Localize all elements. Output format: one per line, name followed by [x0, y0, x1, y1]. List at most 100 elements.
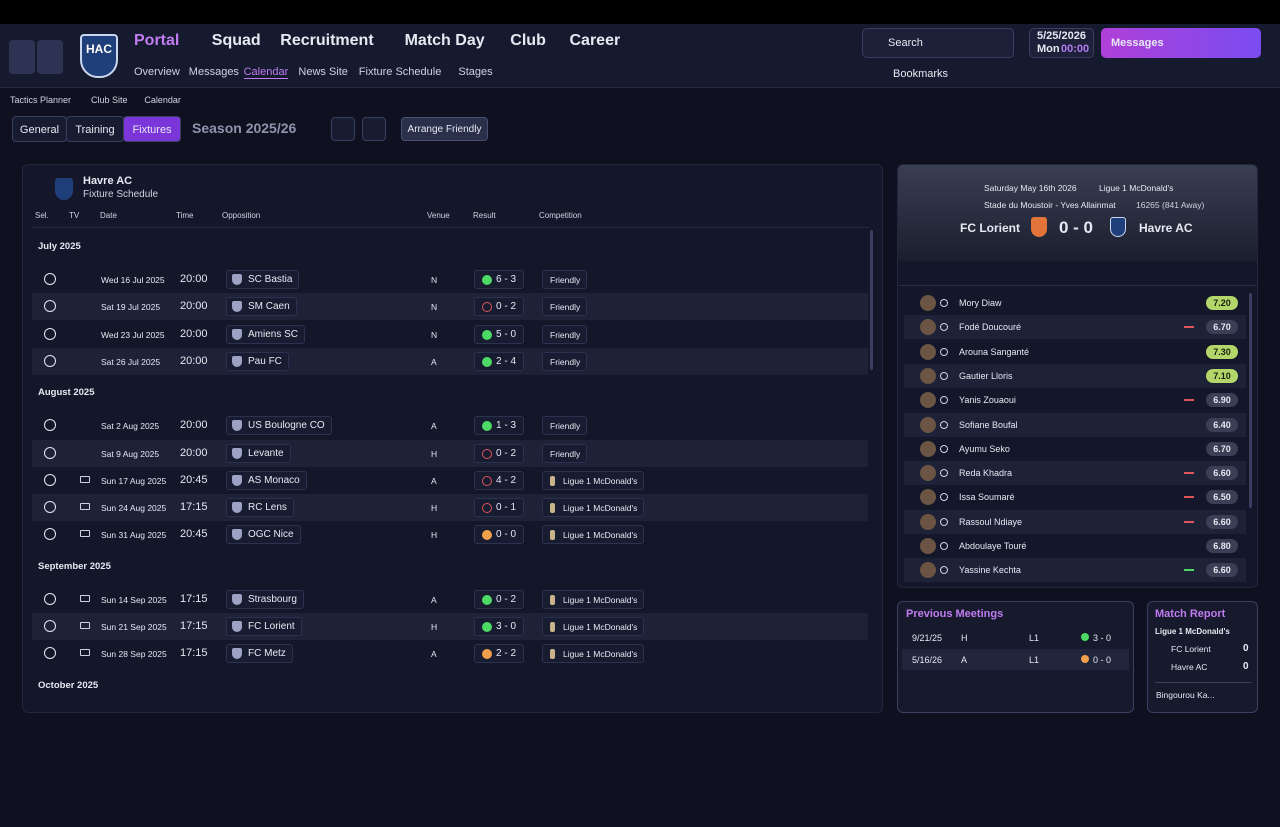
tab[interactable]: Fixtures	[123, 116, 181, 142]
player-row[interactable]: Rassoul Ndiaye 6.60	[904, 509, 1246, 534]
competition: Friendly	[542, 270, 588, 289]
team-goals: 0	[1243, 643, 1249, 654]
nav-item[interactable]: Club	[510, 32, 546, 49]
time: 17:15	[180, 592, 208, 605]
result-dot	[482, 302, 492, 313]
sub-nav-item[interactable]: News Site	[298, 66, 348, 78]
opposition: US Boulogne CO	[226, 416, 332, 436]
breadcrumb-item[interactable]: Club Site	[91, 95, 128, 105]
rating: 6.60	[1206, 563, 1238, 578]
crest	[232, 274, 242, 285]
prev-season[interactable]	[331, 117, 355, 141]
player-row[interactable]: Gautier Lloris 7.10	[904, 363, 1246, 388]
select-radio[interactable]	[44, 501, 56, 514]
date: Sun 14 Sep 2025	[101, 594, 167, 605]
time: 17:15	[180, 501, 208, 514]
player-row[interactable]: Ayumu Seko 6.70	[904, 437, 1246, 461]
fixture-row[interactable]: Sat 26 Jul 2025 20:00 Pau FC A 2 - 4 Friendly	[32, 347, 868, 375]
crest	[232, 593, 242, 605]
competition: Friendly	[542, 443, 588, 463]
fixture-row[interactable]: Sun 14 Sep 2025 17:15 Strasbourg A 0 - 2 Ligu…	[32, 586, 868, 613]
venue: A	[431, 594, 437, 605]
fixture-row[interactable]: Sun 17 Aug 2025 20:45 AS Monaco A 4 - 2 Ligue…	[32, 467, 868, 494]
column-header: Time	[176, 211, 194, 220]
select-radio[interactable]	[44, 354, 56, 367]
result: 0 - 2	[474, 589, 524, 609]
player-row[interactable]: Fodé Doucouré 6.70	[904, 315, 1246, 340]
result-dot	[482, 622, 492, 632]
sub-nav-item[interactable]: Stages	[458, 66, 493, 78]
role-icon	[940, 444, 948, 453]
rule	[1155, 682, 1252, 683]
opposition: RC Lens	[226, 498, 294, 518]
fixture-row[interactable]: Sat 19 Jul 2025 20:00 SM Caen N 0 - 2 Friendl…	[32, 293, 868, 321]
select-radio[interactable]	[44, 620, 56, 632]
fixture-row[interactable]: Wed 23 Jul 2025 20:00 Amiens SC N 5 - 0 Frien…	[32, 321, 868, 348]
player-row[interactable]: Yanis Zouaoui 6.90	[904, 388, 1246, 412]
time: 20:00	[180, 327, 208, 340]
competition-icon	[550, 649, 555, 660]
avatar	[920, 367, 936, 384]
fixture-row[interactable]: Sun 21 Sep 2025 17:15 FC Lorient H 3 - 0 Ligu…	[32, 613, 868, 640]
player-row[interactable]: Arouna Sanganté 7.30	[904, 340, 1246, 364]
rating: 6.60	[1206, 466, 1238, 481]
tab[interactable]: General	[12, 116, 67, 142]
fixture-row[interactable]: Sun 31 Aug 2025 20:45 OGC Nice H 0 - 0 Ligue …	[32, 521, 868, 548]
bookmarks[interactable]: Bookmarks	[893, 68, 949, 80]
player-row[interactable]: Abdoulaye Touré 6.80	[904, 534, 1246, 558]
date: Wed 16 Jul 2025	[101, 275, 165, 285]
sub-nav-item[interactable]: Calendar	[243, 66, 289, 79]
arrange-button[interactable]: Arrange Friendly	[401, 117, 488, 141]
competition: Ligue 1 McDonald's	[542, 644, 645, 664]
date: 5/16/26	[912, 655, 943, 665]
nav-item[interactable]: Match Day	[404, 32, 485, 49]
select-radio[interactable]	[44, 419, 56, 432]
venue: H	[431, 503, 438, 514]
select-radio[interactable]	[44, 327, 56, 340]
player-row[interactable]: Issa Soumaré 6.50	[904, 485, 1246, 509]
player-row[interactable]: Reda Khadra 6.60	[904, 461, 1246, 486]
breadcrumb-item[interactable]: Tactics Planner	[10, 95, 72, 105]
nav-item[interactable]: Career	[569, 32, 621, 49]
select-radio[interactable]	[44, 473, 56, 486]
forward-button[interactable]	[37, 40, 63, 74]
meeting-row[interactable]: 9/21/25 H L1 3 - 0	[902, 627, 1129, 648]
nav-item[interactable]: Recruitment	[280, 32, 374, 49]
meeting-row[interactable]: 5/16/26 A L1 0 - 0	[902, 649, 1129, 670]
select-radio[interactable]	[44, 647, 56, 660]
sub-nav-item[interactable]: Overview	[134, 66, 180, 78]
select-radio[interactable]	[44, 273, 56, 285]
fixture-row[interactable]: Wed 16 Jul 2025 20:00 SC Bastia N 6 - 3 Frien…	[32, 266, 868, 293]
sub-nav-item[interactable]: Messages	[188, 66, 239, 78]
player-row[interactable]: Yassine Kechta 6.60	[904, 558, 1246, 583]
competition: Ligue 1 McDonald's	[1155, 627, 1230, 636]
result-dot	[482, 475, 492, 486]
select-radio[interactable]	[44, 528, 56, 541]
messages-button[interactable]: Messages	[1101, 28, 1261, 58]
breadcrumb-item[interactable]: Calendar	[144, 95, 181, 105]
team-goals: 0	[1243, 661, 1249, 672]
tab[interactable]: Training	[66, 116, 124, 142]
player-row[interactable]: Sofiane Boufal 6.40	[904, 412, 1246, 437]
team-name: FC Lorient	[1171, 644, 1211, 654]
select-radio[interactable]	[44, 446, 56, 459]
fixture-row[interactable]: Sat 2 Aug 2025 20:00 US Boulogne CO A 1 - 3 F…	[32, 412, 868, 439]
role-icon	[940, 469, 948, 478]
nav-item[interactable]: Squad	[211, 32, 261, 49]
nav-item[interactable]: Portal	[134, 32, 180, 49]
fixture-row[interactable]: Sat 9 Aug 2025 20:00 Levante H 0 - 2 Friendly	[32, 439, 868, 467]
player-name: Yanis Zouaoui	[959, 395, 1016, 406]
venue: H	[431, 530, 438, 541]
select-radio[interactable]	[44, 300, 56, 313]
date: 5/25/2026	[1037, 30, 1086, 42]
sub-nav-item[interactable]: Fixture Schedule	[358, 66, 442, 78]
next-season[interactable]	[362, 117, 386, 141]
player-row[interactable]: Mory Diaw 7.20	[904, 291, 1246, 315]
select-radio[interactable]	[44, 592, 56, 605]
fixture-row[interactable]: Sun 28 Sep 2025 17:15 FC Metz A 2 - 2 Ligue 1…	[32, 640, 868, 667]
search-button[interactable]: Search	[888, 37, 923, 49]
back-button[interactable]	[9, 40, 35, 74]
competition: Friendly	[542, 416, 588, 436]
season[interactable]: Season 2025/26	[192, 120, 297, 136]
fixture-row[interactable]: Sun 24 Aug 2025 17:15 RC Lens H 0 - 1 Ligue 1…	[32, 494, 868, 522]
